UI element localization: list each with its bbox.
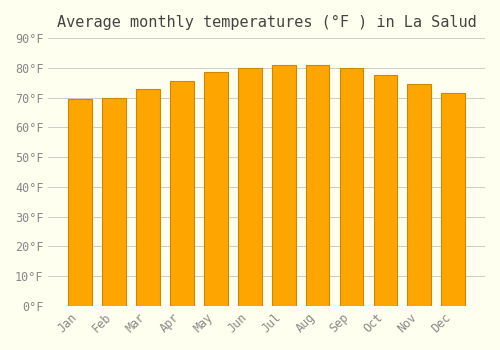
Bar bbox=[68, 99, 92, 306]
Bar bbox=[136, 89, 160, 306]
Bar bbox=[204, 72, 228, 306]
Bar bbox=[408, 84, 431, 306]
Bar bbox=[238, 68, 262, 306]
Bar bbox=[170, 81, 194, 306]
Bar bbox=[272, 65, 295, 306]
Bar bbox=[102, 98, 126, 306]
Bar bbox=[306, 65, 330, 306]
Title: Average monthly temperatures (°F ) in La Salud: Average monthly temperatures (°F ) in La… bbox=[57, 15, 476, 30]
Bar bbox=[442, 93, 465, 306]
Bar bbox=[340, 68, 363, 306]
Bar bbox=[374, 75, 398, 306]
